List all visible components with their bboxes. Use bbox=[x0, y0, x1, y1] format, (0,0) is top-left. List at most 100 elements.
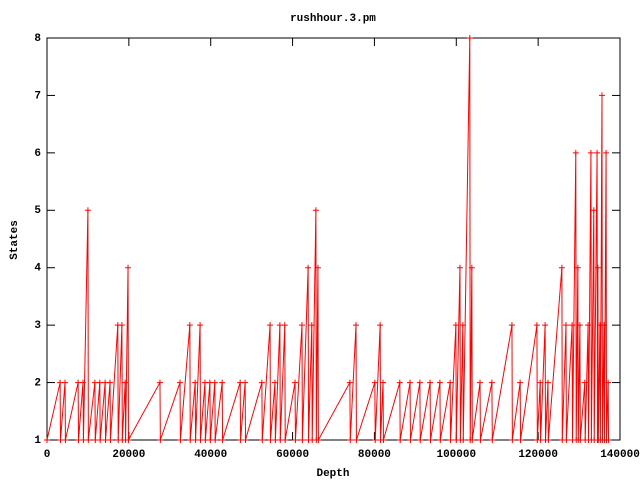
point-marker bbox=[488, 379, 495, 386]
point-marker bbox=[97, 437, 104, 443]
point-marker bbox=[437, 437, 444, 443]
point-marker bbox=[84, 207, 91, 214]
point-marker bbox=[407, 437, 414, 443]
point-marker bbox=[396, 379, 403, 386]
point-marker bbox=[80, 379, 87, 386]
x-tick-label: 20000 bbox=[112, 449, 145, 461]
point-marker bbox=[533, 322, 540, 329]
point-marker bbox=[242, 437, 249, 443]
point-marker bbox=[489, 437, 496, 443]
point-marker bbox=[177, 437, 184, 443]
plot-frame bbox=[46, 37, 621, 441]
point-marker bbox=[509, 437, 516, 443]
point-marker bbox=[292, 437, 299, 443]
x-tick-label: 0 bbox=[44, 449, 51, 461]
point-marker bbox=[315, 437, 322, 443]
point-marker bbox=[447, 379, 454, 386]
point-marker bbox=[156, 379, 163, 386]
point-marker bbox=[587, 149, 594, 156]
point-marker bbox=[397, 437, 404, 443]
y-tick-label: 2 bbox=[34, 377, 41, 389]
point-marker bbox=[125, 437, 132, 443]
point-marker bbox=[598, 92, 605, 99]
point-marker bbox=[308, 322, 315, 329]
point-marker bbox=[558, 264, 565, 271]
point-marker bbox=[605, 379, 612, 386]
y-tick-label: 5 bbox=[34, 205, 41, 217]
point-marker bbox=[96, 379, 103, 386]
point-marker bbox=[508, 322, 515, 329]
point-marker bbox=[436, 379, 443, 386]
point-marker bbox=[186, 322, 193, 329]
point-marker bbox=[282, 437, 289, 443]
point-marker bbox=[85, 437, 92, 443]
point-marker bbox=[416, 379, 423, 386]
point-marker bbox=[594, 264, 601, 271]
point-marker bbox=[469, 437, 476, 443]
x-tick-label: 80000 bbox=[358, 449, 391, 461]
point-marker bbox=[122, 379, 129, 386]
point-marker bbox=[62, 437, 69, 443]
point-marker bbox=[118, 322, 125, 329]
point-marker bbox=[292, 379, 299, 386]
y-axis-label: States bbox=[9, 220, 21, 260]
point-marker bbox=[585, 322, 592, 329]
point-marker bbox=[314, 264, 321, 271]
point-marker bbox=[371, 379, 378, 386]
point-marker bbox=[380, 379, 387, 386]
point-marker bbox=[346, 379, 353, 386]
point-marker bbox=[157, 437, 164, 443]
point-marker bbox=[460, 437, 467, 443]
point-marker bbox=[380, 437, 387, 443]
point-marker bbox=[477, 437, 484, 443]
y-tick-label: 7 bbox=[34, 90, 41, 102]
point-marker bbox=[197, 322, 204, 329]
point-marker bbox=[427, 379, 434, 386]
point-marker bbox=[562, 322, 569, 329]
point-marker bbox=[219, 437, 226, 443]
point-marker bbox=[107, 379, 114, 386]
point-marker bbox=[605, 437, 612, 443]
point-marker bbox=[372, 437, 379, 443]
x-tick-label: 60000 bbox=[276, 449, 309, 461]
point-marker bbox=[452, 322, 459, 329]
x-tick-label: 120000 bbox=[518, 449, 558, 461]
x-axis-label: Depth bbox=[316, 468, 349, 480]
point-marker bbox=[62, 379, 69, 386]
point-marker bbox=[259, 437, 266, 443]
point-marker bbox=[347, 437, 354, 443]
point-marker bbox=[447, 437, 454, 443]
point-marker bbox=[377, 322, 384, 329]
point-marker bbox=[271, 379, 278, 386]
point-marker bbox=[258, 379, 265, 386]
point-marker bbox=[107, 437, 114, 443]
point-marker bbox=[459, 322, 466, 329]
point-marker bbox=[353, 322, 360, 329]
point-marker bbox=[576, 322, 583, 329]
y-tick-label: 8 bbox=[34, 33, 41, 45]
x-tick-label: 40000 bbox=[194, 449, 227, 461]
point-marker bbox=[427, 437, 434, 443]
point-marker bbox=[267, 322, 274, 329]
point-marker bbox=[517, 379, 524, 386]
point-marker bbox=[545, 437, 552, 443]
point-marker bbox=[305, 264, 312, 271]
y-tick-label: 4 bbox=[34, 263, 41, 275]
point-marker bbox=[574, 264, 581, 271]
x-tick-label: 140000 bbox=[600, 449, 640, 461]
point-marker bbox=[192, 379, 199, 386]
point-marker bbox=[537, 379, 544, 386]
point-marker bbox=[407, 379, 414, 386]
point-marker bbox=[569, 322, 576, 329]
point-marker bbox=[544, 379, 551, 386]
point-marker bbox=[212, 437, 219, 443]
x-tick-label: 100000 bbox=[436, 449, 476, 461]
point-marker bbox=[211, 379, 218, 386]
point-marker bbox=[590, 207, 597, 214]
point-marker bbox=[572, 149, 579, 156]
point-marker bbox=[601, 322, 608, 329]
point-marker bbox=[187, 437, 194, 443]
point-marker bbox=[417, 437, 424, 443]
